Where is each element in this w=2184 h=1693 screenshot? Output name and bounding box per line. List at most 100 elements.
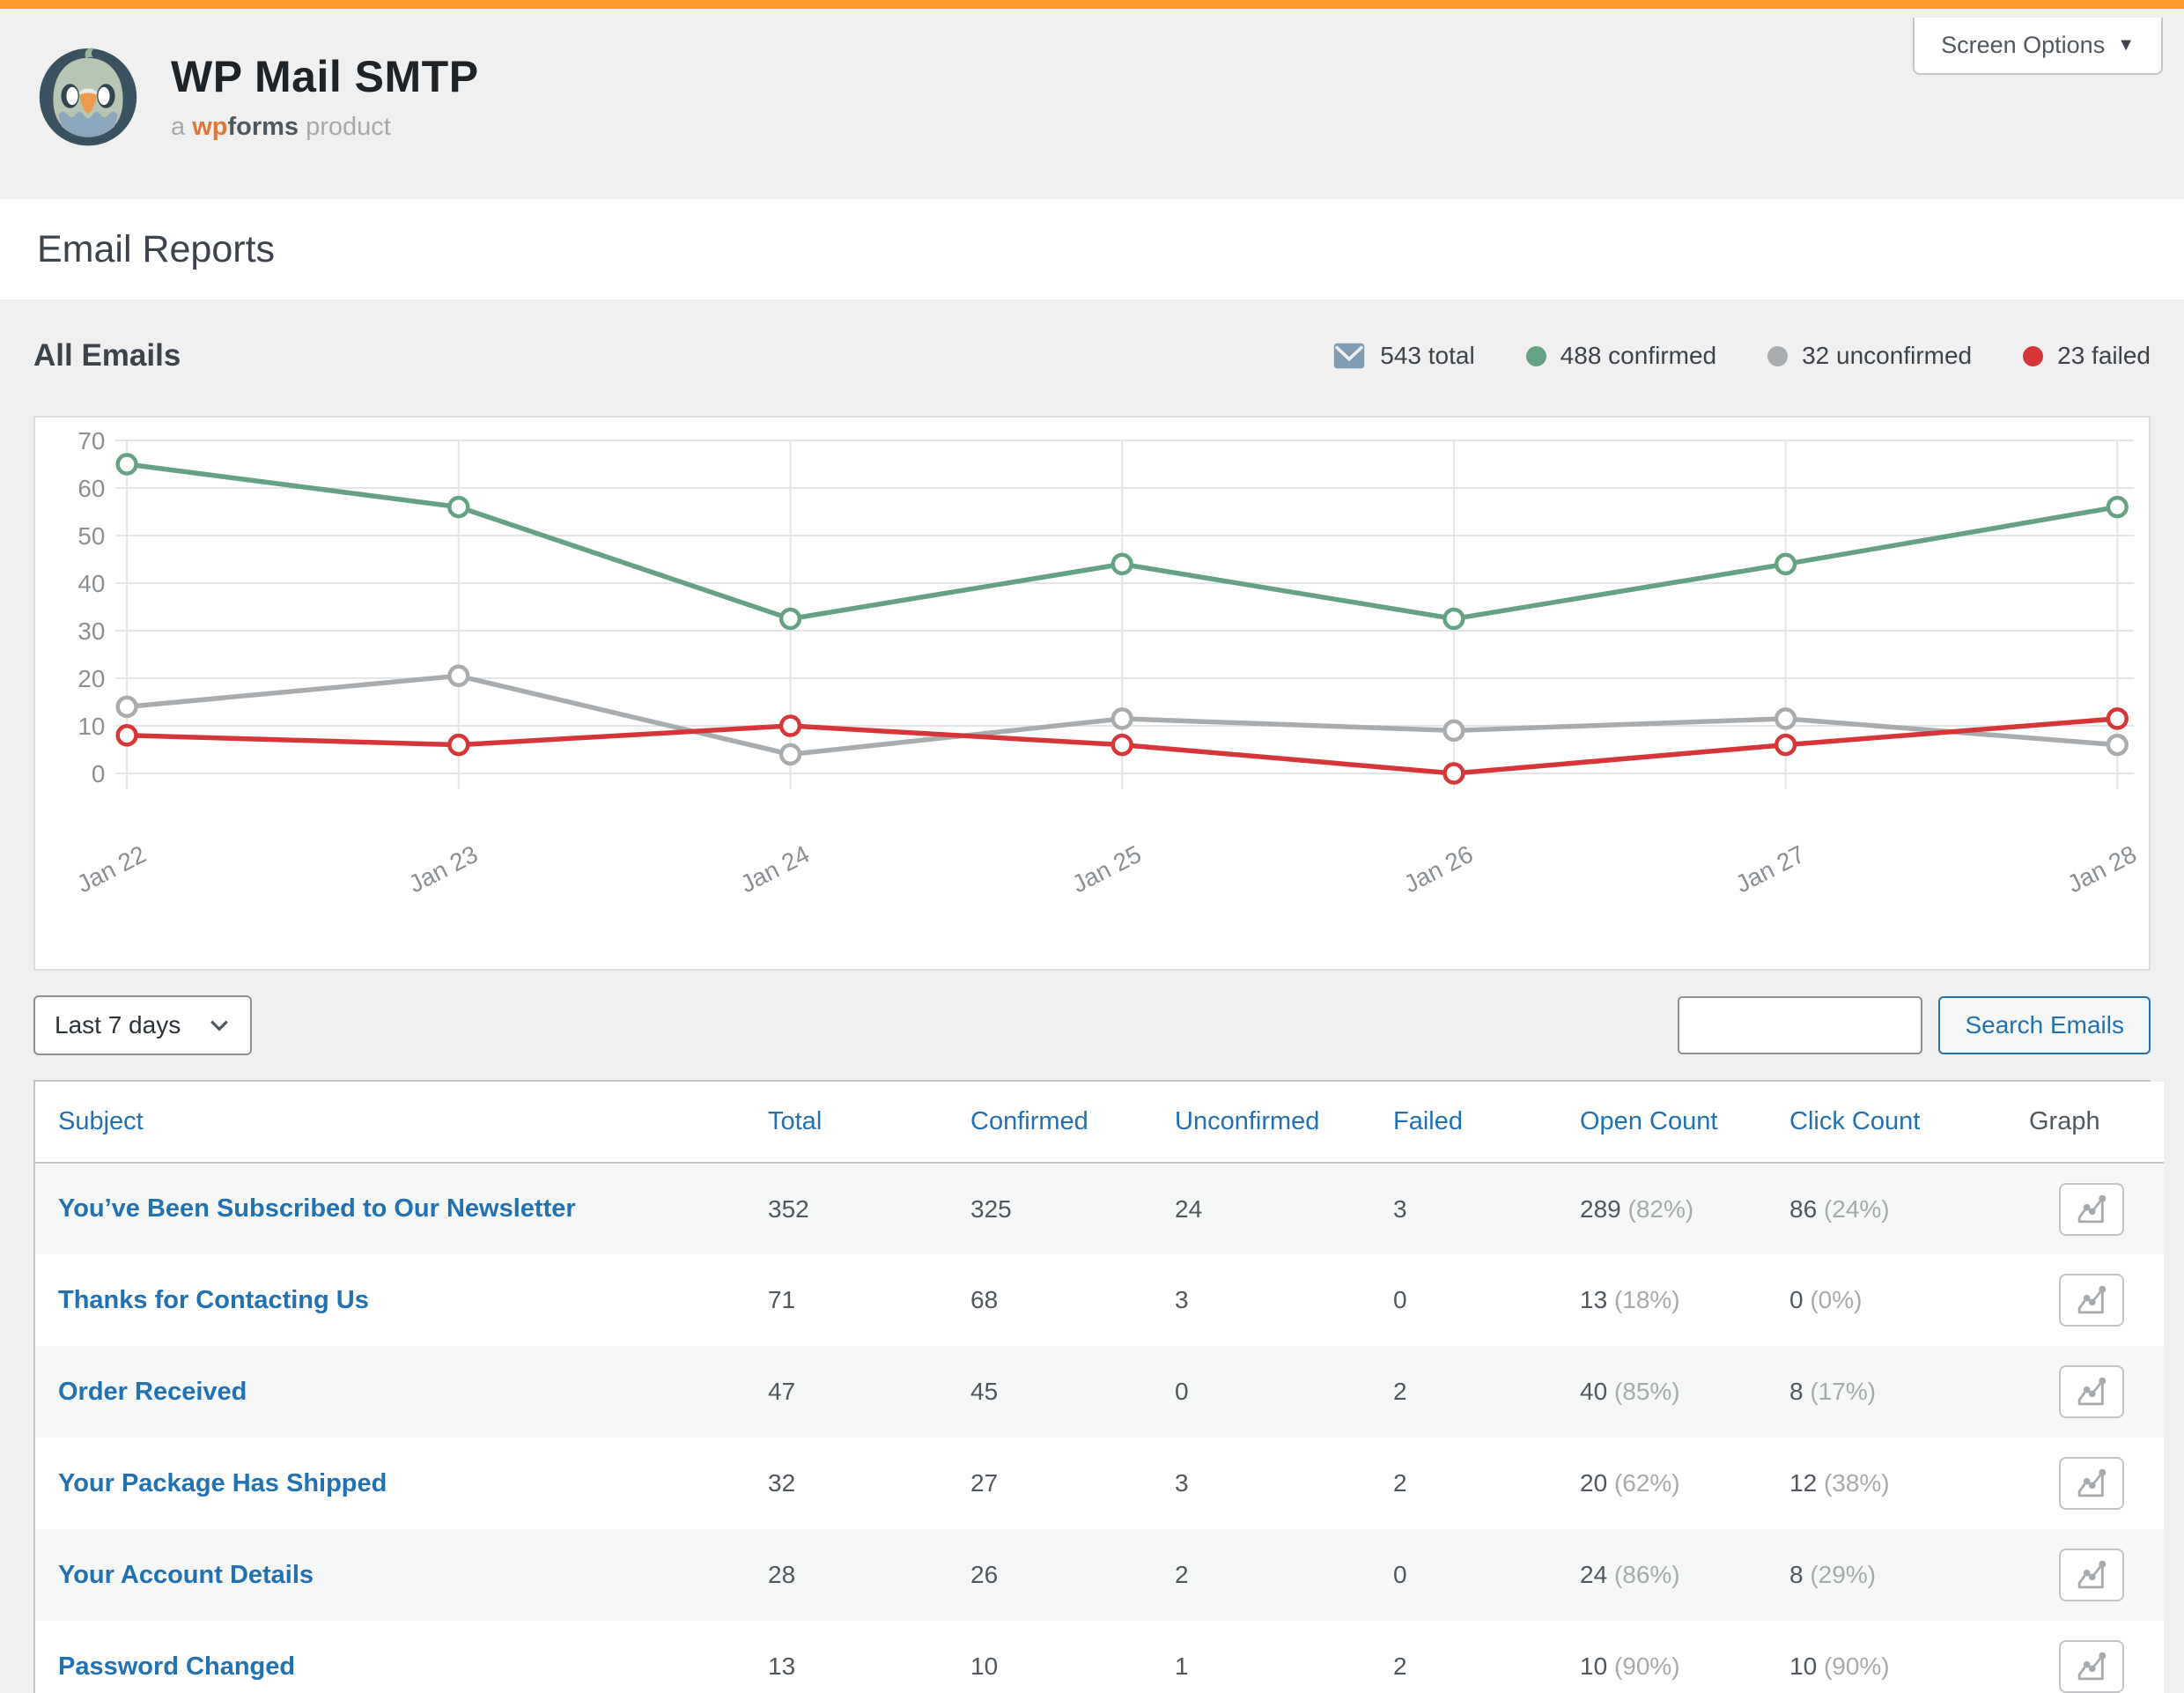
cell-confirmed: 27 (970, 1469, 999, 1497)
cell-open-count: 10 (90%) (1580, 1652, 1680, 1680)
wpforms-brand-wp: wp (192, 113, 228, 141)
data-point-unconfirmed (1110, 707, 1133, 730)
chevron-down-icon (210, 1020, 228, 1031)
table-row: Your Account Details 28 26 2 0 24 (86%) 8 (29%… (35, 1529, 2164, 1621)
cell-unconfirmed: 0 (1175, 1378, 1189, 1405)
cell-unconfirmed: 3 (1175, 1286, 1189, 1313)
cell-graph (2006, 1529, 2164, 1621)
cell-total: 32 (768, 1469, 796, 1497)
envelope-icon (1334, 343, 1365, 369)
data-point-confirmed (2106, 495, 2129, 519)
sort-link-open-count[interactable]: Open Count (1580, 1107, 1718, 1135)
cell-click-count: 8 (29%) (1789, 1561, 1877, 1588)
table-row: You’ve Been Subscribed to Our Newsletter… (35, 1163, 2164, 1254)
open-percentage: (82%) (1627, 1194, 1694, 1223)
top-accent-bar (0, 0, 2184, 9)
sort-link-subject[interactable]: Subject (58, 1107, 144, 1135)
column-header-total[interactable]: Total (745, 1082, 948, 1164)
subject-link[interactable]: Your Account Details (58, 1560, 314, 1589)
cell-confirmed: 68 (970, 1286, 999, 1313)
cell-confirmed: 45 (970, 1378, 999, 1405)
sort-link-unconfirmed[interactable]: Unconfirmed (1175, 1107, 1320, 1135)
table-row: Thanks for Contacting Us 71 68 3 0 13 (18%) 0 … (35, 1254, 2164, 1346)
sort-link-total[interactable]: Total (768, 1107, 823, 1135)
section-title: All Emails (33, 338, 181, 373)
cell-failed: 2 (1393, 1469, 1407, 1497)
graph-button[interactable] (2059, 1274, 2124, 1327)
cell-open-count: 289 (82%) (1580, 1194, 1694, 1223)
column-header-open-count[interactable]: Open Count (1557, 1082, 1767, 1164)
pigeon-logo-icon (39, 48, 137, 146)
y-axis-tick-label: 70 (77, 427, 105, 455)
cell-subject: Thanks for Contacting Us (35, 1254, 745, 1346)
graph-button[interactable] (2059, 1549, 2124, 1601)
graph-button[interactable] (2059, 1182, 2124, 1236)
cell-failed: 3 (1393, 1194, 1407, 1223)
graph-button[interactable] (2059, 1365, 2124, 1418)
cell-unconfirmed: 3 (1175, 1469, 1189, 1497)
table-row: Your Package Has Shipped 32 27 3 2 20 (62%) 12… (35, 1438, 2164, 1529)
sort-link-click-count[interactable]: Click Count (1789, 1107, 1921, 1135)
cell-total: 28 (768, 1561, 796, 1588)
data-point-confirmed (447, 495, 470, 519)
cell-click-count: 10 (90%) (1789, 1652, 1890, 1680)
data-point-failed (447, 733, 470, 757)
x-axis-tick-label: Jan 22 (72, 840, 150, 898)
column-header-subject[interactable]: Subject (35, 1082, 745, 1164)
subject-link[interactable]: Order Received (58, 1377, 247, 1406)
cell-subject: Your Account Details (35, 1529, 745, 1621)
cell-click-count: 12 (38%) (1789, 1469, 1890, 1497)
click-percentage: (90%) (1823, 1652, 1890, 1680)
data-point-failed (2106, 707, 2129, 730)
cell-open-count: 40 (85%) (1580, 1378, 1680, 1405)
cell-open-count: 13 (18%) (1580, 1286, 1680, 1313)
mini-graph-icon (2077, 1285, 2107, 1314)
subject-link[interactable]: You’ve Been Subscribed to Our Newsletter (58, 1194, 576, 1223)
open-percentage: (86%) (1613, 1561, 1680, 1588)
search-emails-button[interactable]: Search Emails (1938, 996, 2151, 1054)
data-point-unconfirmed (1774, 707, 1797, 730)
data-point-confirmed (115, 453, 138, 476)
column-header-confirmed[interactable]: Confirmed (948, 1082, 1152, 1164)
subject-link[interactable]: Password Changed (58, 1652, 296, 1681)
graph-button[interactable] (2059, 1457, 2124, 1510)
graph-button[interactable] (2059, 1640, 2124, 1693)
cell-confirmed: 26 (970, 1561, 999, 1588)
date-range-select[interactable]: Last 7 days (33, 995, 252, 1055)
mini-graph-icon (2077, 1652, 2107, 1681)
y-axis-tick-label: 10 (77, 713, 105, 740)
y-axis-tick-label: 60 (77, 475, 105, 502)
app-subtitle: a wpforms product (171, 113, 391, 141)
mini-graph-icon (2077, 1560, 2107, 1589)
click-percentage: (0%) (1810, 1286, 1863, 1313)
subject-link[interactable]: Thanks for Contacting Us (58, 1285, 369, 1314)
x-axis-tick-label: Jan 25 (1067, 840, 1145, 898)
chart-legend: 543 total 488 confirmed 32 unconfirmed 2… (1332, 342, 2151, 370)
click-percentage: (29%) (1810, 1561, 1877, 1588)
subject-link[interactable]: Your Package Has Shipped (58, 1468, 387, 1497)
cell-failed: 0 (1393, 1286, 1407, 1313)
data-point-failed (115, 724, 138, 747)
cell-graph (2006, 1346, 2164, 1438)
column-header-failed[interactable]: Failed (1370, 1082, 1557, 1164)
cell-open-count: 24 (86%) (1580, 1561, 1680, 1588)
click-percentage: (38%) (1823, 1469, 1890, 1497)
column-header-click-count[interactable]: Click Count (1767, 1082, 2006, 1164)
open-percentage: (62%) (1613, 1469, 1680, 1497)
x-axis-tick-label: Jan 24 (736, 840, 814, 898)
column-header-graph: Graph (2006, 1082, 2164, 1164)
search-input[interactable] (1678, 996, 1923, 1054)
cell-confirmed: 10 (970, 1652, 999, 1680)
column-header-unconfirmed[interactable]: Unconfirmed (1152, 1082, 1370, 1164)
sort-link-confirmed[interactable]: Confirmed (970, 1107, 1088, 1135)
cell-subject: You’ve Been Subscribed to Our Newsletter (35, 1163, 745, 1254)
cell-failed: 2 (1393, 1378, 1407, 1405)
cell-open-count: 20 (62%) (1580, 1469, 1680, 1497)
x-axis-tick-label: Jan 23 (404, 840, 482, 898)
sort-link-failed[interactable]: Failed (1393, 1107, 1463, 1135)
confirmed-dot-icon (1525, 345, 1546, 366)
cell-total: 71 (768, 1286, 796, 1313)
cell-subject: Your Package Has Shipped (35, 1438, 745, 1529)
screen-options-button[interactable]: Screen Options ▼ (1913, 18, 2163, 75)
emails-line-chart: 0 10 20 30 40 50 60 70 Jan 22 Jan 23 Jan 24 Jan 25 J… (72, 427, 2140, 898)
